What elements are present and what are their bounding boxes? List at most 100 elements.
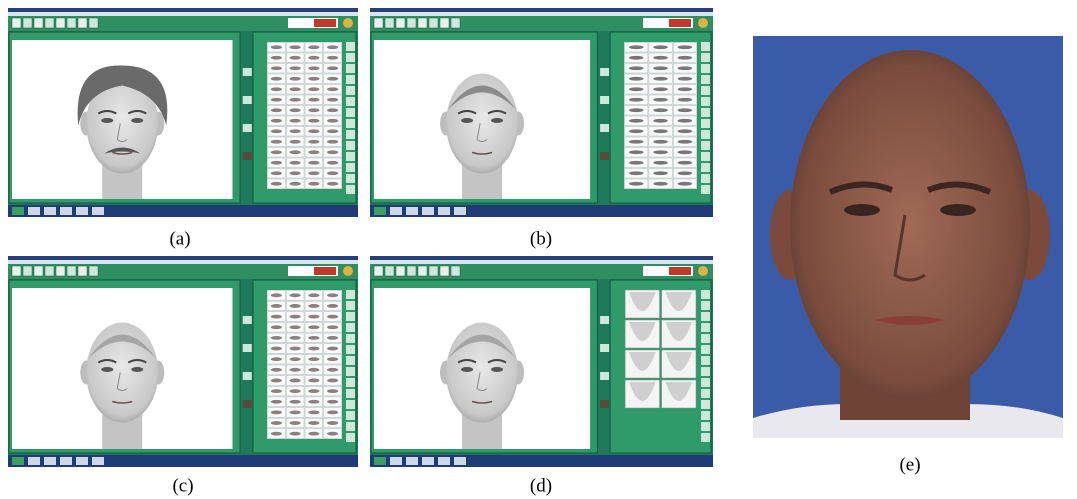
side-button <box>701 312 710 321</box>
eyebrow <box>828 181 894 195</box>
feature <box>270 335 282 340</box>
feature <box>308 304 320 308</box>
side-button <box>346 174 355 183</box>
screenshot <box>8 8 358 217</box>
taskbar-icon <box>406 207 418 215</box>
feature <box>653 118 668 123</box>
eyebrow <box>457 359 477 364</box>
feature <box>327 171 339 176</box>
logo-badge <box>698 18 708 28</box>
feature <box>327 181 339 186</box>
feature <box>327 66 339 71</box>
feature <box>270 431 282 436</box>
taskbar-icon <box>12 457 24 465</box>
menu-bar <box>370 12 713 16</box>
subcaption: (e) <box>899 454 920 475</box>
feature <box>677 129 693 134</box>
feature <box>308 45 320 50</box>
feature <box>289 335 301 340</box>
tool-button <box>406 265 417 277</box>
feature <box>308 108 320 113</box>
nose <box>116 123 128 142</box>
feature <box>653 129 668 134</box>
eyebrow <box>97 110 117 115</box>
control <box>600 344 610 352</box>
side-button <box>701 323 710 332</box>
feature <box>628 181 644 186</box>
mouth <box>112 400 133 404</box>
feature <box>308 66 320 71</box>
tool-button <box>44 17 55 29</box>
feature <box>270 357 282 362</box>
side-button <box>701 356 710 365</box>
feature <box>270 87 282 92</box>
feature <box>327 378 339 383</box>
feature <box>327 325 339 330</box>
side-button <box>346 152 355 161</box>
menu-bar <box>370 260 713 264</box>
feature <box>628 45 644 50</box>
feature <box>308 76 320 81</box>
control <box>600 68 610 76</box>
feature <box>270 367 282 372</box>
side-button <box>701 163 710 172</box>
feature <box>289 108 301 113</box>
control <box>242 124 252 132</box>
chin-shape <box>629 382 656 401</box>
taskbar-icon <box>374 207 386 215</box>
feature <box>308 399 320 404</box>
side-button <box>701 185 710 194</box>
logo-badge <box>343 18 353 28</box>
control <box>600 96 610 104</box>
feature <box>327 45 339 50</box>
tool-button <box>44 265 55 277</box>
feature <box>308 357 320 362</box>
feature <box>628 129 644 134</box>
feature <box>289 160 301 165</box>
title-bar <box>370 8 713 12</box>
side-button <box>346 163 355 172</box>
side-button <box>346 97 355 106</box>
feature <box>327 293 339 298</box>
feature <box>308 378 320 383</box>
control <box>242 68 252 76</box>
tool-button <box>11 17 22 29</box>
feature <box>327 399 339 404</box>
mouth <box>471 151 493 155</box>
feature <box>308 129 320 134</box>
tool-button <box>384 17 395 29</box>
eye <box>491 367 504 372</box>
side-button <box>701 433 710 442</box>
feature <box>628 150 644 155</box>
taskbar-icon <box>438 207 450 215</box>
feature <box>270 410 282 415</box>
side-button <box>346 108 355 117</box>
tool-button <box>417 17 428 29</box>
taskbar-icon <box>28 457 40 465</box>
tool-button <box>22 17 33 29</box>
feature <box>289 87 301 92</box>
feature <box>270 45 282 50</box>
chin-shape <box>665 292 692 311</box>
screenshots <box>8 8 713 467</box>
feature <box>289 181 301 186</box>
feature <box>289 76 301 81</box>
nose <box>476 372 488 391</box>
side-button <box>346 323 355 332</box>
chin-shape <box>665 352 692 371</box>
feature <box>653 108 668 113</box>
taskbar-icon <box>406 457 418 465</box>
logo <box>643 266 693 276</box>
subcaption: (d) <box>530 475 552 496</box>
eye <box>131 118 144 123</box>
head <box>790 50 1030 400</box>
logo-badge <box>698 266 708 276</box>
control <box>242 372 252 380</box>
taskbar-icon <box>44 457 56 465</box>
feature <box>327 304 339 308</box>
logo-mark <box>669 19 691 27</box>
menu-bar <box>8 260 358 264</box>
screenshot <box>370 8 713 217</box>
feature <box>289 118 301 123</box>
side-button <box>701 119 710 128</box>
